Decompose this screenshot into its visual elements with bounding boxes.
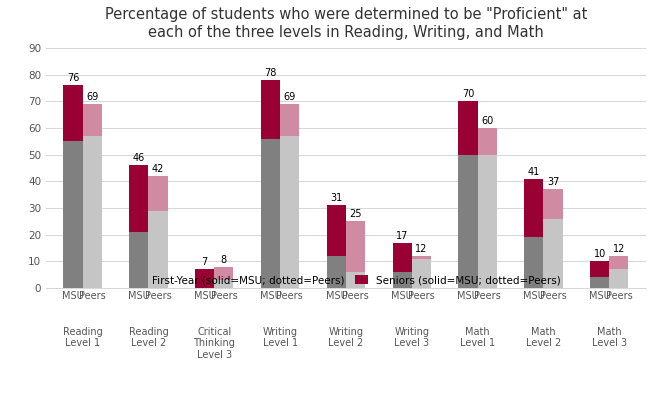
Bar xyxy=(412,256,431,259)
Bar xyxy=(393,243,412,272)
Bar xyxy=(214,267,233,280)
Bar xyxy=(82,136,101,288)
Bar xyxy=(129,232,148,288)
Bar xyxy=(478,155,497,288)
Bar xyxy=(412,259,431,288)
Bar xyxy=(412,256,431,259)
Bar xyxy=(195,269,214,288)
Text: 46: 46 xyxy=(132,154,145,164)
Legend: First-Year (solid=MSU; dotted=Peers), Seniors (solid=MSU; dotted=Peers): First-Year (solid=MSU; dotted=Peers), Se… xyxy=(131,275,561,285)
Text: Math
Level 3: Math Level 3 xyxy=(592,327,627,348)
Bar xyxy=(544,189,563,219)
Text: 69: 69 xyxy=(86,92,98,102)
Bar xyxy=(82,136,101,288)
Bar xyxy=(148,211,167,288)
Bar xyxy=(346,272,365,288)
Text: 8: 8 xyxy=(221,255,227,265)
Text: Writing
Level 1: Writing Level 1 xyxy=(262,327,298,348)
Bar xyxy=(544,219,563,288)
Text: 12: 12 xyxy=(613,244,625,254)
Text: Math
Level 2: Math Level 2 xyxy=(526,327,561,348)
Text: 70: 70 xyxy=(462,90,474,100)
Bar xyxy=(63,141,82,288)
Bar xyxy=(346,272,365,288)
Bar xyxy=(478,155,497,288)
Bar xyxy=(544,189,563,219)
Text: 17: 17 xyxy=(396,231,409,241)
Text: Writing
Level 2: Writing Level 2 xyxy=(328,327,364,348)
Title: Percentage of students who were determined to be "Proficient" at
each of the thr: Percentage of students who were determin… xyxy=(105,8,587,40)
Text: Critical
Thinking
Level 3: Critical Thinking Level 3 xyxy=(193,327,235,360)
Text: 41: 41 xyxy=(528,167,540,177)
Bar xyxy=(544,219,563,288)
Bar xyxy=(346,221,365,272)
Bar xyxy=(214,280,233,288)
Bar xyxy=(459,101,478,155)
Bar xyxy=(280,136,299,288)
Text: 42: 42 xyxy=(152,164,164,174)
Text: 69: 69 xyxy=(283,92,296,102)
Text: 25: 25 xyxy=(349,210,362,220)
Text: Writing
Level 3: Writing Level 3 xyxy=(394,327,430,348)
Bar xyxy=(346,221,365,272)
Bar xyxy=(148,211,167,288)
Text: 76: 76 xyxy=(67,74,79,84)
Text: 12: 12 xyxy=(415,244,428,254)
Bar xyxy=(610,269,629,288)
Text: 60: 60 xyxy=(481,116,494,126)
Bar xyxy=(327,256,346,288)
Bar xyxy=(214,280,233,288)
Bar xyxy=(280,104,299,136)
Text: 10: 10 xyxy=(594,250,606,260)
Bar xyxy=(82,104,101,136)
Bar xyxy=(478,128,497,155)
Text: 31: 31 xyxy=(330,194,343,204)
Bar xyxy=(63,85,82,141)
Bar xyxy=(327,205,346,256)
Bar xyxy=(261,139,280,288)
Bar xyxy=(525,237,544,288)
Bar xyxy=(280,136,299,288)
Bar xyxy=(280,104,299,136)
Bar xyxy=(214,267,233,280)
Bar xyxy=(129,165,148,232)
Bar xyxy=(525,179,544,237)
Bar xyxy=(148,176,167,211)
Text: Math
Level 1: Math Level 1 xyxy=(460,327,495,348)
Text: 7: 7 xyxy=(202,258,208,268)
Bar xyxy=(478,128,497,155)
Bar xyxy=(393,272,412,288)
Bar xyxy=(610,256,629,269)
Bar xyxy=(610,256,629,269)
Text: 37: 37 xyxy=(547,178,559,188)
Bar xyxy=(610,269,629,288)
Bar xyxy=(590,261,610,277)
Text: Reading
Level 2: Reading Level 2 xyxy=(129,327,168,348)
Bar xyxy=(82,104,101,136)
Bar xyxy=(261,80,280,139)
Bar xyxy=(148,176,167,211)
Bar xyxy=(412,259,431,288)
Text: Reading
Level 1: Reading Level 1 xyxy=(63,327,103,348)
Bar xyxy=(590,277,610,288)
Text: 78: 78 xyxy=(264,68,277,78)
Bar xyxy=(459,155,478,288)
